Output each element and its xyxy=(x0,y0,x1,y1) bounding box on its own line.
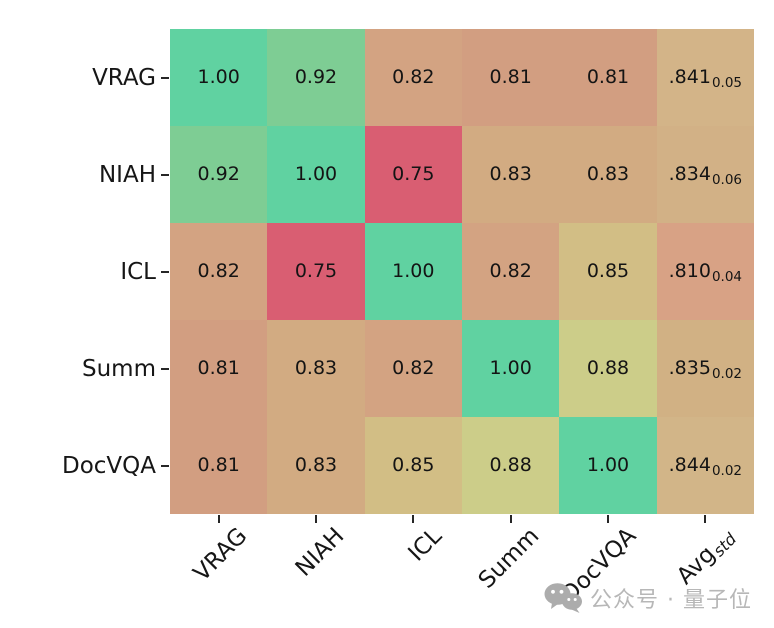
x-tick-mark xyxy=(607,515,609,523)
y-tick-mark xyxy=(161,367,169,370)
heatmap-cell: 0.82 xyxy=(170,223,268,320)
y-tick-label: VRAG xyxy=(92,64,156,91)
heatmap-cell: 0.83 xyxy=(267,417,365,514)
heatmap-cell: 0.85 xyxy=(559,223,657,320)
x-tick-mark xyxy=(315,515,317,523)
heatmap-cell: 0.83 xyxy=(462,126,560,223)
heatmap-cell: 0.81 xyxy=(559,29,657,126)
heatmap-cell: 0.82 xyxy=(364,29,462,126)
heatmap-cell: 0.92 xyxy=(170,126,268,223)
heatmap-grid: 1.00 0.92 0.82 0.81 0.81.841 0.05 0.92 1.00 0.75… xyxy=(170,29,754,514)
y-tick-label: NIAH xyxy=(98,161,156,188)
x-tick-label: ICL xyxy=(403,523,447,567)
heatmap-cell: .834 0.06 xyxy=(656,126,754,223)
heatmap-cell: 0.75 xyxy=(267,223,365,320)
watermark-text: 公众号 · 量子位 xyxy=(590,588,752,613)
heatmap-cell: 0.75 xyxy=(364,126,462,223)
heatmap-cell: .835 0.02 xyxy=(656,320,754,417)
y-tick-label: Summ xyxy=(82,355,156,382)
y-tick-mark xyxy=(161,270,169,273)
heatmap-cell: 1.00 xyxy=(462,320,560,417)
y-tick-mark xyxy=(161,76,169,79)
x-tick-mark xyxy=(217,515,220,523)
heatmap-cell: 0.88 xyxy=(462,417,560,514)
x-tick-label: Summ xyxy=(473,523,545,594)
heatmap-cell: 0.81 xyxy=(170,417,268,514)
heatmap-cell: 0.83 xyxy=(267,320,365,417)
heatmap-cell: 0.92 xyxy=(267,29,365,126)
heatmap-cell: 0.82 xyxy=(462,223,560,320)
heatmap-cell: 1.00 xyxy=(364,223,462,320)
heatmap-cell: 1.00 xyxy=(267,126,365,223)
heatmap-cell: 0.81 xyxy=(170,320,268,417)
x-tick-mark xyxy=(509,515,512,523)
x-tick-mark xyxy=(704,515,707,523)
y-tick-label: DocVQA xyxy=(62,452,156,479)
heatmap-cell: 0.83 xyxy=(559,126,657,223)
heatmap-cell: 0.82 xyxy=(364,320,462,417)
x-tick-label: NIAH xyxy=(290,523,350,582)
watermark: 公众号 · 量子位 xyxy=(543,580,752,616)
x-tick-label: VRAG xyxy=(188,523,253,587)
y-tick-mark xyxy=(161,464,169,467)
heatmap-cell: 0.88 xyxy=(559,320,657,417)
heatmap-cell: .841 0.05 xyxy=(656,29,754,126)
y-tick-label: ICL xyxy=(120,258,156,285)
heatmap-cell: 0.81 xyxy=(462,29,560,126)
heatmap-cell: 1.00 xyxy=(170,29,268,126)
heatmap-cell: 0.85 xyxy=(364,417,462,514)
y-tick-mark xyxy=(161,173,169,176)
heatmap-cell: .810 0.04 xyxy=(656,223,754,320)
heatmap-cell: 1.00 xyxy=(559,417,657,514)
wechat-icon xyxy=(544,583,582,613)
heatmap-cell: .844 0.02 xyxy=(656,417,754,514)
x-tick-mark xyxy=(412,515,415,523)
